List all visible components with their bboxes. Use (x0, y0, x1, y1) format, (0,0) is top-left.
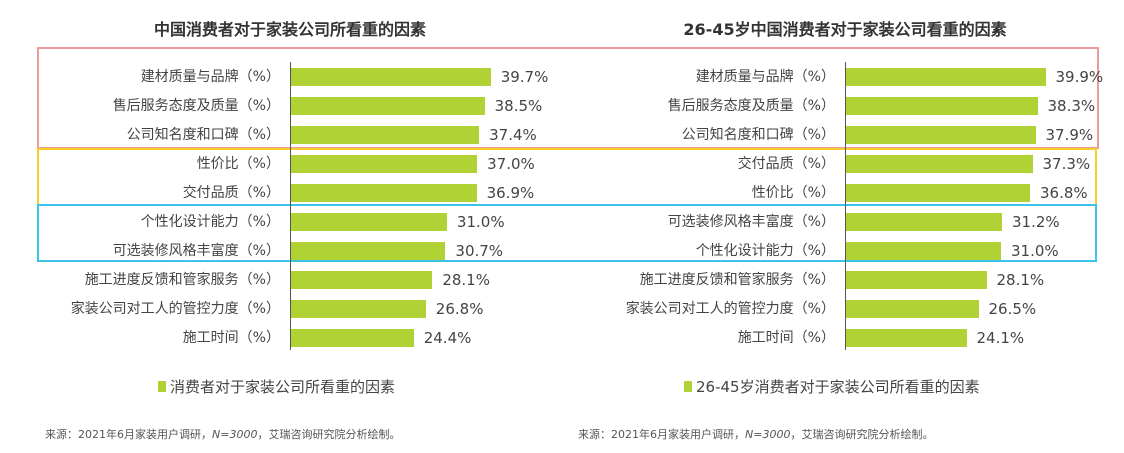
data-label: 37.4% (489, 126, 537, 144)
bar (291, 155, 478, 173)
axis-left (290, 62, 291, 350)
legend-swatch (158, 381, 166, 392)
category-label: 售后服务态度及质量（%） (667, 98, 835, 114)
category-label: 施工进度反馈和管家服务（%） (639, 272, 835, 288)
category-label: 可选装修风格丰富度（%） (667, 214, 835, 230)
category-label: 建材质量与品牌（%） (695, 69, 835, 85)
category-label: 交付品质（%） (182, 185, 280, 201)
category-label: 建材质量与品牌（%） (140, 69, 280, 85)
bar (846, 271, 987, 289)
source-prefix: 来源：2021年6月家装用户调研， (578, 428, 745, 441)
axis-right (845, 62, 846, 350)
category-label: 施工时间（%） (737, 330, 835, 346)
category-label: 公司知名度和口碑（%） (681, 127, 835, 143)
data-label: 24.4% (423, 329, 472, 347)
bar (291, 68, 491, 86)
bar (291, 126, 480, 144)
highlight-box-design (37, 204, 1097, 262)
category-label: 性价比（%） (751, 185, 835, 201)
category-label: 个性化设计能力（%） (695, 243, 835, 259)
source-suffix: ，艾瑞咨询研究院分析绘制。 (257, 428, 401, 441)
category-label: 可选装修风格丰富度（%） (112, 243, 280, 259)
category-label: 家装公司对工人的管控力度（%） (70, 301, 280, 317)
legend-swatch (684, 381, 692, 392)
data-label: 26.8% (435, 300, 484, 318)
bar (846, 184, 1030, 202)
legend-label: 消费者对于家装公司所看重的因素 (170, 378, 396, 396)
bar (846, 213, 1002, 231)
bar (291, 213, 447, 231)
category-label: 施工进度反馈和管家服务（%） (84, 272, 280, 288)
category-label: 公司知名度和口碑（%） (126, 127, 280, 143)
data-label: 37.3% (1042, 155, 1091, 173)
data-label: 31.2% (1012, 213, 1060, 231)
data-label: 30.7% (455, 242, 504, 260)
bar (846, 68, 1046, 86)
data-label: 37.9% (1045, 126, 1094, 144)
data-label: 38.3% (1047, 97, 1096, 115)
category-label: 个性化设计能力（%） (140, 214, 280, 230)
bar (291, 329, 414, 347)
source-suffix: ，艾瑞咨询研究院分析绘制。 (790, 428, 934, 441)
bar (291, 242, 446, 260)
data-label: 36.9% (486, 184, 535, 202)
data-label: 31.0% (456, 213, 505, 231)
data-label: 39.9% (1055, 68, 1104, 86)
bar (846, 126, 1036, 144)
legend-right: 26-45岁消费者对于家装公司所看重的因素 (684, 376, 980, 397)
data-label: 38.5% (494, 97, 543, 115)
chart-title-left: 中国消费者对于家装公司所看重的因素 (153, 20, 426, 39)
data-label: 28.1% (996, 271, 1045, 289)
bar (291, 97, 485, 115)
legend-label: 26-45岁消费者对于家装公司所看重的因素 (696, 378, 980, 396)
bar (846, 300, 979, 318)
bar (291, 184, 477, 202)
category-label: 交付品质（%） (737, 156, 835, 172)
source-note-left: 来源：2021年6月家装用户调研，N=3000，艾瑞咨询研究院分析绘制。 (45, 426, 400, 442)
category-label: 售后服务态度及质量（%） (112, 98, 280, 114)
bar (846, 329, 967, 347)
chart-title-right: 26-45岁中国消费者对于家装公司看重的因素 (683, 20, 1007, 39)
category-label: 家装公司对工人的管控力度（%） (625, 301, 835, 317)
bar (846, 155, 1033, 173)
source-n: N=3000 (745, 428, 791, 441)
bar (846, 242, 1001, 260)
data-label: 26.5% (988, 300, 1037, 318)
source-prefix: 来源：2021年6月家装用户调研， (45, 428, 212, 441)
data-label: 39.7% (500, 68, 549, 86)
bar (846, 97, 1038, 115)
category-label: 性价比（%） (196, 156, 280, 172)
bar (291, 300, 426, 318)
bar (291, 271, 433, 289)
data-label: 31.0% (1011, 242, 1059, 260)
source-note-right: 来源：2021年6月家装用户调研，N=3000，艾瑞咨询研究院分析绘制。 (578, 426, 933, 442)
data-label: 24.1% (976, 329, 1025, 347)
data-label: 28.1% (442, 271, 490, 289)
category-label: 施工时间（%） (182, 330, 280, 346)
data-label: 37.0% (487, 155, 535, 173)
source-n: N=3000 (212, 428, 258, 441)
data-label: 36.8% (1040, 184, 1088, 202)
legend-left: 消费者对于家装公司所看重的因素 (158, 376, 395, 397)
